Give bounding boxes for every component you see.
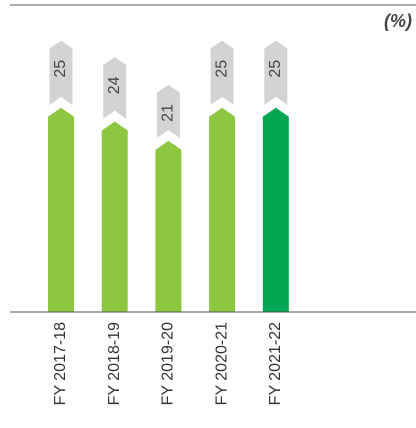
- x-tick-label: FY 2018-19: [106, 322, 123, 405]
- value-label: 25: [267, 60, 284, 78]
- bar-segment: [155, 140, 182, 312]
- bar-segment: [209, 107, 236, 312]
- x-tick-label: FY 2019-20: [160, 322, 177, 405]
- bar-segment: [100, 53, 130, 125]
- bar-segment: [153, 81, 183, 144]
- x-tick-label: FY 2017-18: [52, 322, 69, 405]
- bar-segment: [261, 36, 291, 111]
- x-tick-label: FY 2021-22: [267, 322, 284, 405]
- bar-segment: [262, 107, 289, 312]
- chart-title: (%): [384, 11, 412, 31]
- value-label: 21: [160, 104, 177, 122]
- value-label: 25: [213, 60, 230, 78]
- value-label: 24: [106, 76, 123, 94]
- x-tick-label: FY 2020-21: [213, 322, 230, 405]
- value-label: 25: [52, 60, 69, 78]
- bar-segment: [101, 121, 128, 312]
- bar-segment: [207, 36, 237, 111]
- bar-segment: [48, 107, 74, 312]
- bar-segment: [46, 36, 76, 111]
